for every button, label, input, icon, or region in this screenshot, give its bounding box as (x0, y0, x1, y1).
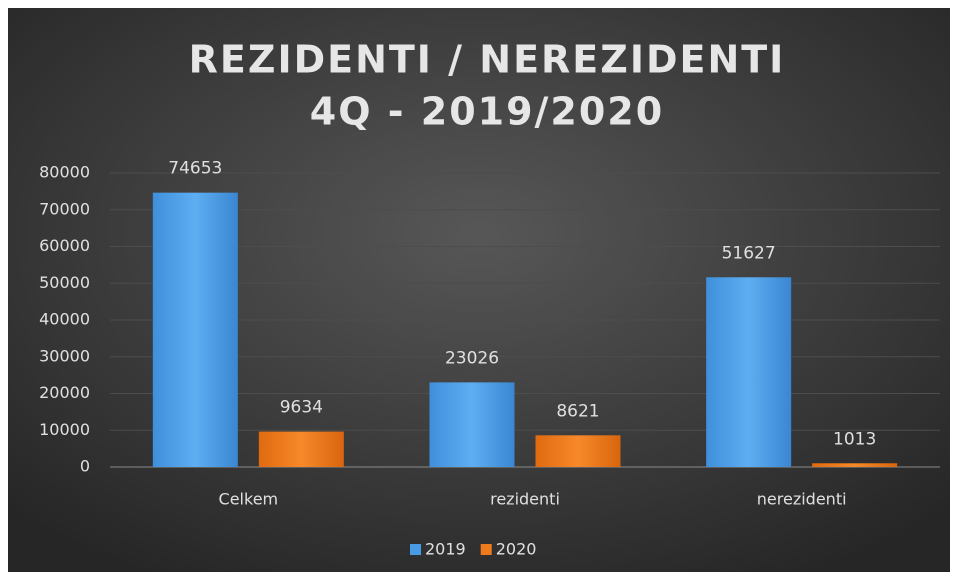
data-label: 9634 (280, 398, 323, 418)
y-tick-label: 30000 (39, 346, 90, 365)
bar (706, 277, 792, 467)
chart-title: 4Q - 2019/2020 (310, 90, 664, 134)
y-tick-label: 0 (80, 457, 90, 476)
bar (535, 435, 621, 467)
data-label: 23026 (445, 348, 499, 368)
y-tick-label: 60000 (39, 236, 90, 255)
legend-label: 2019 (425, 540, 466, 559)
data-label: 1013 (833, 429, 876, 449)
data-label: 51627 (722, 243, 776, 263)
y-tick-label: 50000 (39, 273, 90, 292)
y-tick-label: 80000 (39, 163, 90, 182)
y-tick-label: 70000 (39, 199, 90, 218)
bar (152, 192, 238, 468)
data-label: 74653 (168, 159, 222, 179)
bar (429, 382, 515, 467)
y-tick-label: 10000 (39, 420, 90, 439)
legend-swatch (410, 544, 421, 555)
y-tick-label: 20000 (39, 383, 90, 402)
legend-swatch (480, 544, 492, 555)
chart-title: REZIDENTI / NEREZIDENTI (189, 38, 786, 82)
x-tick-label: nerezidenti (757, 490, 847, 509)
x-tick-label: Celkem (219, 490, 279, 509)
y-tick-label: 40000 (39, 310, 90, 329)
data-label: 8621 (556, 401, 599, 421)
x-tick-label: rezidenti (490, 490, 560, 509)
bar (812, 463, 898, 467)
bar (258, 431, 344, 467)
legend-label: 2020 (496, 540, 537, 559)
